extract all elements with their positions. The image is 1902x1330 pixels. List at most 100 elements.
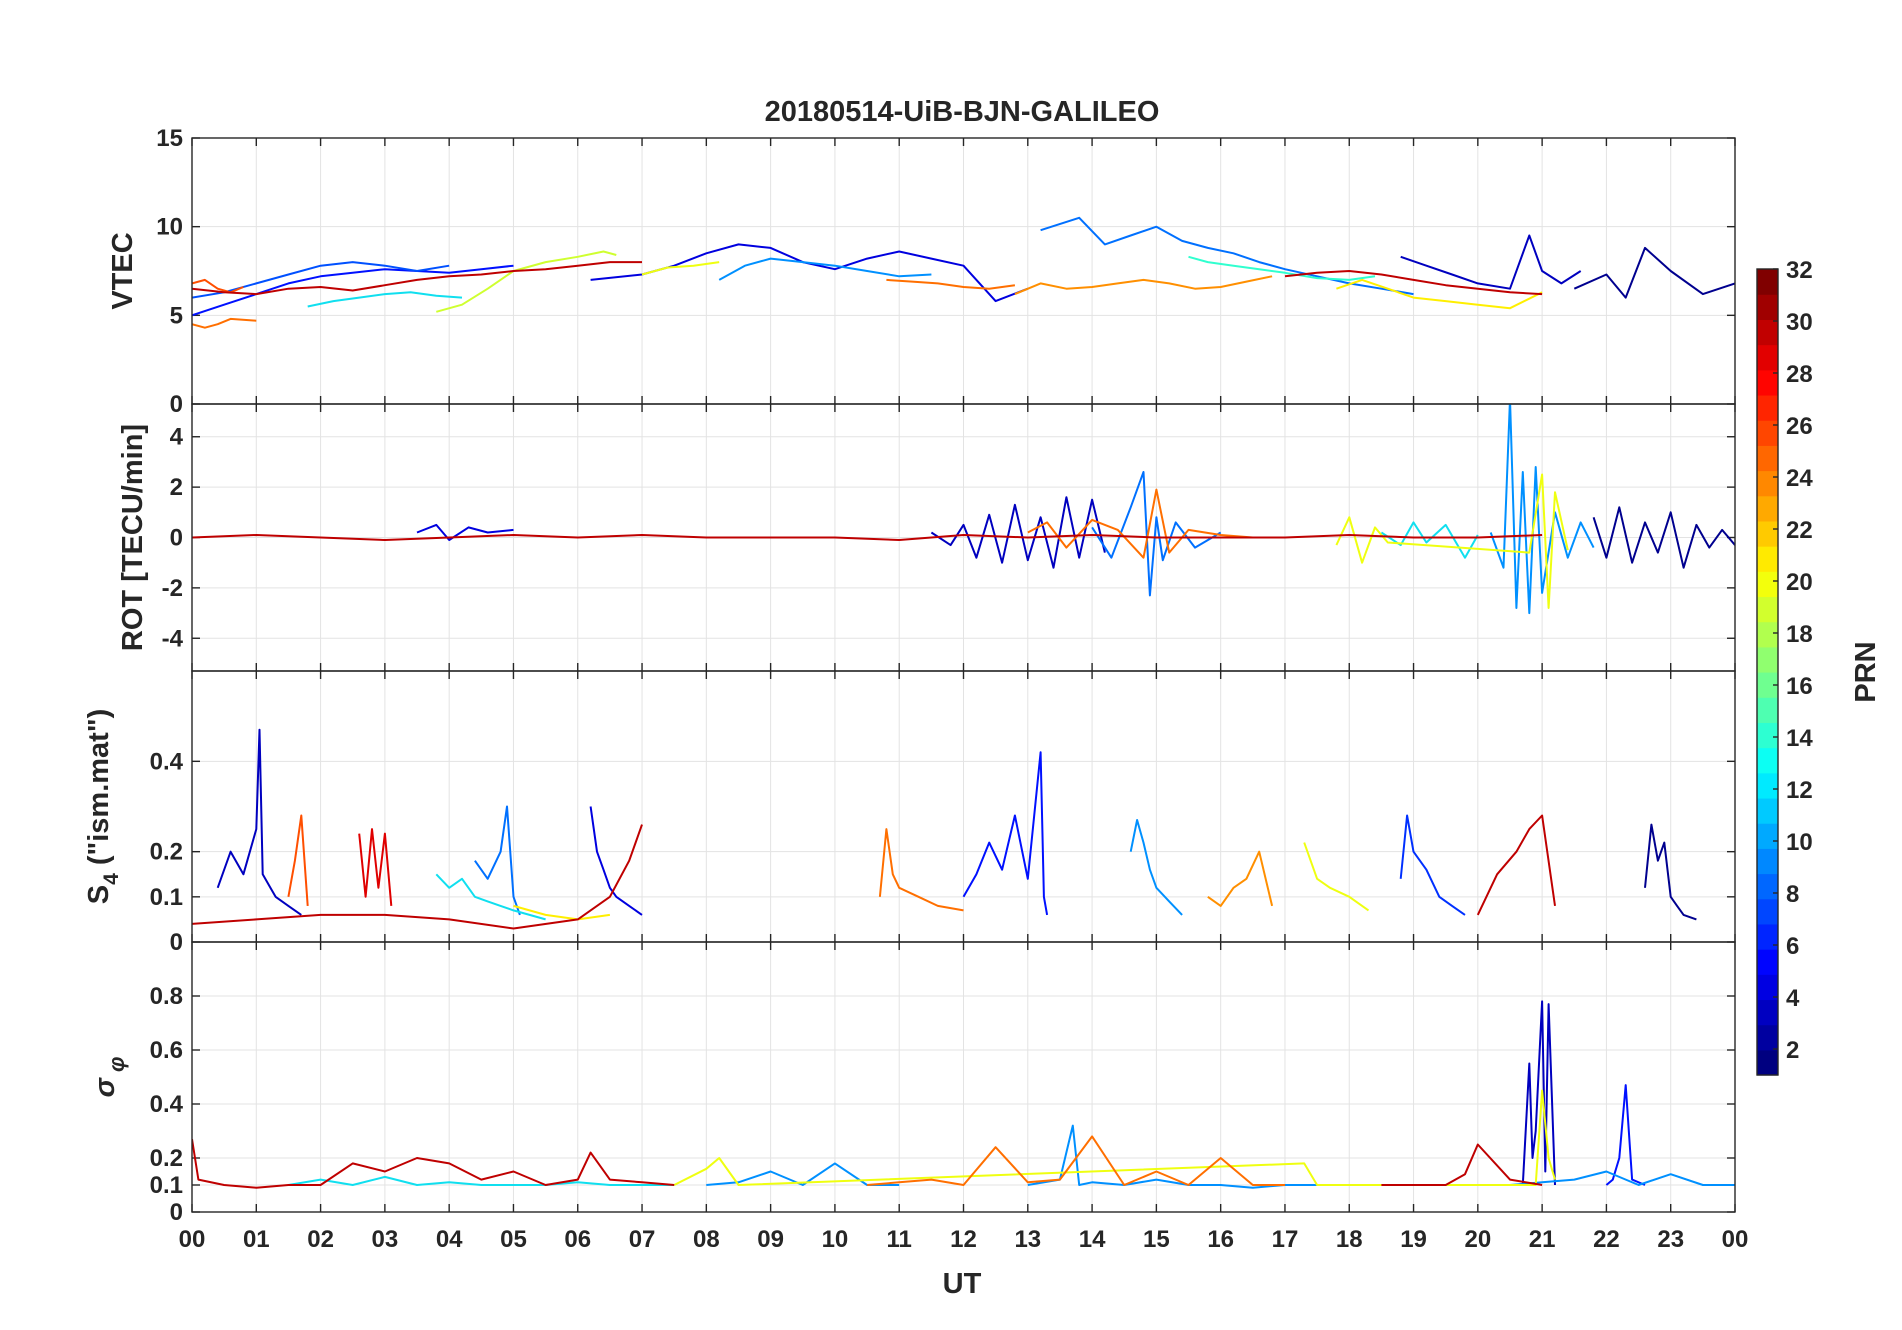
- colorbar-segment: [1757, 873, 1778, 900]
- y-tick-label: 0: [170, 1199, 183, 1226]
- colorbar-tick-label: 30: [1786, 309, 1813, 336]
- y-axis-label: VTEC: [107, 232, 139, 309]
- series-line-prn-31: [192, 1138, 675, 1189]
- series-line-prn-25: [1027, 488, 1253, 559]
- x-tick-label: 17: [1272, 1226, 1299, 1253]
- series-line-prn-4: [590, 243, 1029, 303]
- x-tick-label: 04: [436, 1226, 463, 1253]
- series-line-prn-20: [1335, 473, 1569, 609]
- x-tick-label: 21: [1529, 1226, 1556, 1253]
- series-line-prn-12: [288, 1175, 675, 1186]
- y-tick-label: 0: [170, 929, 183, 956]
- x-tick-label: 00: [1722, 1226, 1749, 1253]
- y-tick-label: 0: [170, 391, 183, 418]
- colorbar-segment: [1757, 294, 1778, 320]
- colorbar-tick-label: 14: [1786, 725, 1813, 752]
- series-line-prn-12: [307, 291, 463, 308]
- colorbar-segment: [1757, 319, 1778, 346]
- x-axis: 00 01 02 03 04 05 06 07 08 09 10 11 12 13 14 15 16 17 18 19…: [179, 1226, 1749, 1253]
- series-line-prn-25: [192, 317, 257, 329]
- colorbar-segment: [1757, 344, 1778, 371]
- y-tick-label: 0.1: [150, 1172, 183, 1199]
- series-line-prn-3: [216, 728, 302, 916]
- colorbar-segment: [1757, 646, 1778, 673]
- colorbar-segment: [1757, 369, 1778, 396]
- y-axis-label: S4 ("ism.mat"): [83, 709, 123, 905]
- colorbar-segment: [1757, 949, 1778, 975]
- y-tick-label: 2: [170, 474, 183, 501]
- colorbar-segment: [1757, 495, 1778, 522]
- series-line-prn-3: [930, 496, 1106, 569]
- x-axis-label: UT: [943, 1268, 982, 1300]
- y-axis-label: σ φ: [89, 1057, 129, 1098]
- y-tick-label: 15: [156, 125, 183, 152]
- colorbar-tick-label: 6: [1786, 933, 1799, 960]
- series-line-prn-21: [1336, 278, 1543, 310]
- colorbar-segment: [1757, 1024, 1778, 1051]
- colorbar-tick-label: 22: [1786, 517, 1813, 544]
- x-tick-label: 06: [564, 1226, 591, 1253]
- colorbar-segment: [1757, 1049, 1778, 1076]
- y-tick-label: 0.4: [150, 1091, 184, 1118]
- colorbar-tick-label: 32: [1786, 257, 1813, 284]
- y-tick-label: 10: [156, 214, 183, 241]
- colorbar-tick-label: 8: [1786, 881, 1799, 908]
- series-line-prn-20: [673, 1089, 1556, 1186]
- series-group: [192, 404, 1735, 615]
- series-line-prn-5: [962, 751, 1049, 916]
- x-tick-label: 22: [1593, 1226, 1620, 1253]
- x-tick-label: 14: [1079, 1226, 1106, 1253]
- series-line-prn-9: [718, 257, 932, 281]
- colorbar-tick-label: 12: [1786, 777, 1813, 804]
- panel-4: 00.10.2 0.4 0.6 0.8 σ φ: [89, 941, 1736, 1226]
- series-line-prn-13: [1188, 255, 1376, 281]
- y-tick-label: 0.4: [150, 748, 184, 775]
- series-line-prn-31: [192, 261, 642, 296]
- colorbar-segment: [1757, 546, 1778, 572]
- colorbar-tick-label: 26: [1786, 413, 1813, 440]
- series-line-prn-25: [867, 1135, 1285, 1186]
- colorbar-segment: [1757, 596, 1778, 623]
- series-line-prn-12: [1380, 521, 1479, 559]
- series-line-prn-2: [1573, 246, 1735, 299]
- series-line-prn-5: [192, 264, 514, 317]
- series-line-prn-26: [192, 278, 244, 294]
- series-line-prn-12: [435, 873, 546, 921]
- series-line-prn-2: [1592, 506, 1735, 569]
- colorbar-segment: [1757, 394, 1778, 421]
- x-tick-label: 10: [822, 1226, 849, 1253]
- y-tick-label: -4: [162, 625, 184, 652]
- panel-2: -4 -2 0 2 4 ROT [TECU/min]: [117, 403, 1736, 672]
- series-line-prn-2: [1644, 823, 1697, 921]
- colorbar-label: PRN: [1850, 641, 1882, 702]
- series-line-prn-5: [1605, 1084, 1646, 1186]
- x-tick-label: 23: [1657, 1226, 1684, 1253]
- series-line-prn-25: [886, 278, 1016, 290]
- series-line-prn-31: [1381, 1143, 1543, 1186]
- colorbar-segment: [1757, 672, 1778, 698]
- colorbar-tick-label: 20: [1786, 569, 1813, 596]
- colorbar-segment: [1757, 269, 1778, 295]
- colorbar-segment: [1757, 571, 1778, 598]
- series-line-prn-3: [1521, 1000, 1556, 1186]
- series-group: [192, 216, 1735, 329]
- series-line-prn-30: [358, 828, 393, 906]
- colorbar-segment: [1757, 923, 1778, 950]
- series-line-prn-24: [1207, 850, 1274, 907]
- x-tick-label: 02: [307, 1226, 334, 1253]
- series-line-prn-9: [1489, 404, 1595, 615]
- series-line-prn-19: [436, 250, 617, 313]
- series-line-prn-31: [192, 824, 643, 930]
- y-tick-label: 0.1: [150, 884, 183, 911]
- x-tick-label: 07: [629, 1226, 656, 1253]
- colorbar-tick-label: 4: [1786, 985, 1800, 1012]
- series-line-prn-20: [1303, 842, 1370, 912]
- series-line-prn-6: [1399, 814, 1466, 916]
- x-tick-label: 00: [179, 1226, 206, 1253]
- colorbar-frame: [1756, 268, 1779, 1076]
- y-tick-label: 0.8: [150, 983, 183, 1010]
- series-group: [192, 1000, 1735, 1189]
- series-line-prn-26: [287, 814, 309, 906]
